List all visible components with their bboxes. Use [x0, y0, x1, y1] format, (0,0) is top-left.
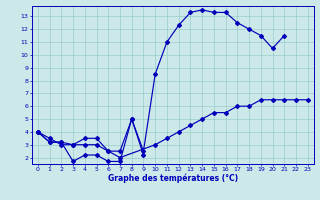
X-axis label: Graphe des températures (°C): Graphe des températures (°C): [108, 174, 238, 183]
